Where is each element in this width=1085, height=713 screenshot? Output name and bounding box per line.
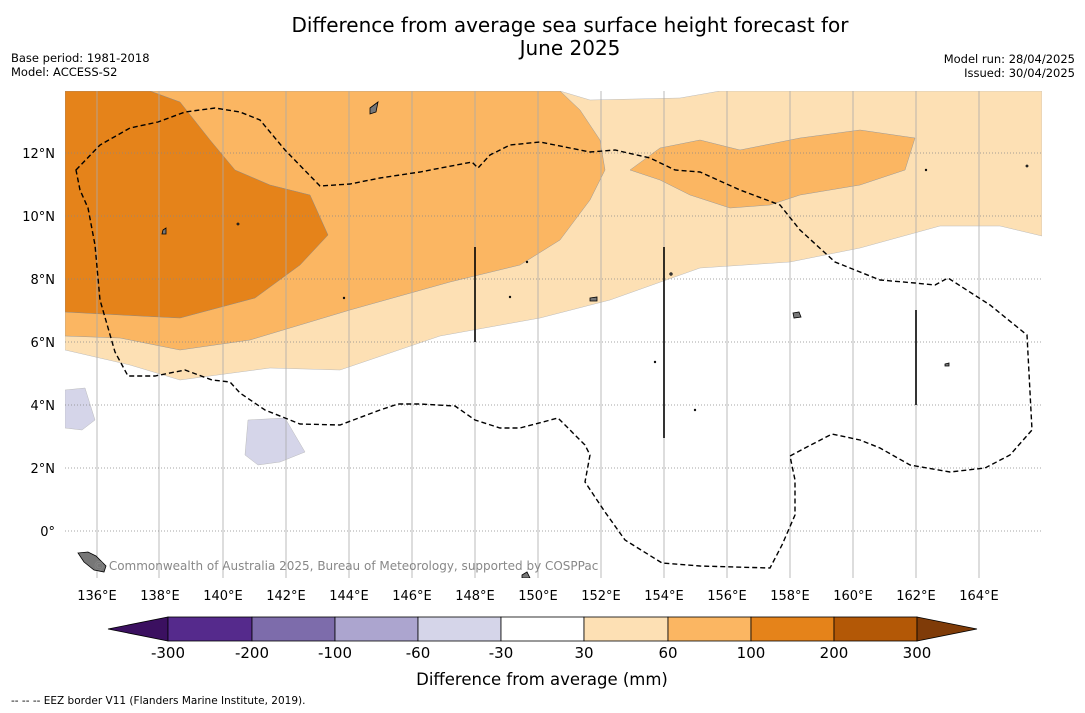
colorbar (107, 616, 978, 642)
latitude-gridlines (65, 152, 1042, 532)
colorbar-segment (667, 616, 752, 642)
lat-tick-label: 6°N (31, 336, 56, 351)
footer-note: -- -- -- EEZ border V11 (Flanders Marine… (11, 695, 306, 707)
colorbar-segment (167, 616, 253, 642)
lon-tick-label: 150°E (518, 589, 558, 604)
copyright-credit: © Commonwealth of Australia 2025, Bureau… (93, 559, 598, 573)
islands (77, 101, 1029, 578)
model-run: Model run: 28/04/2025 (943, 52, 1075, 66)
colorbar-label: -30 (489, 644, 514, 662)
lon-tick-label: 142°E (266, 589, 306, 604)
lat-tick-label: 12°N (22, 147, 55, 162)
colorbar-label: 30 (574, 644, 593, 662)
model-name: Model: ACCESS-S2 (11, 65, 118, 79)
island-small-e (521, 571, 531, 578)
lon-tick-label: 156°E (707, 589, 747, 604)
island-pohnpei (792, 311, 802, 319)
issued-date: Issued: 30/04/2025 (964, 66, 1075, 80)
lat-tick-label: 4°N (31, 399, 56, 414)
title-line-2: June 2025 (519, 36, 621, 60)
colorbar-label: 300 (903, 644, 932, 662)
anomaly-60-100-region-east (629, 129, 916, 209)
anomaly-minus-30-region-a (65, 387, 96, 431)
colorbar-title: Difference from average (mm) (416, 670, 668, 689)
colorbar-label: -100 (318, 644, 352, 662)
lon-tick-label: 154°E (644, 589, 684, 604)
latitude-tick-labels: 12°N 10°N 8°N 6°N 4°N 2°N 0° (22, 147, 55, 540)
island-kosrae (944, 362, 950, 367)
lon-tick-label: 162°E (896, 589, 936, 604)
longitude-tick-labels: 136°E 138°E 140°E 142°E 144°E 146°E 148°… (77, 589, 999, 604)
lat-tick-label: 8°N (31, 273, 56, 288)
lon-tick-label: 136°E (77, 589, 117, 604)
lat-tick-label: 0° (40, 525, 55, 540)
lon-tick-label: 148°E (455, 589, 495, 604)
eez-border (75, 107, 1033, 569)
lon-tick-label: 164°E (959, 589, 999, 604)
colorbar-extend-high (916, 616, 978, 642)
base-period: Base period: 1981-2018 (11, 51, 150, 65)
map-area: © Commonwealth of Australia 2025, Bureau… (65, 91, 1042, 578)
colorbar-label: 200 (820, 644, 849, 662)
lon-tick-label: 160°E (833, 589, 873, 604)
island-new-guinea-coast (77, 551, 107, 573)
colorbar-labels: -300 -200 -100 -60 -30 30 60 100 200 300 (151, 644, 931, 662)
colorbar-label: 60 (658, 644, 677, 662)
colorbar-segment (583, 616, 669, 642)
lon-tick-label: 140°E (203, 589, 243, 604)
lon-tick-label: 152°E (581, 589, 621, 604)
meta-left: Base period: 1981-2018 Model: ACCESS-S2 (11, 51, 150, 79)
colorbar-segment (750, 616, 835, 642)
island-chuuk (589, 296, 598, 302)
colorbar-segment (833, 616, 918, 642)
colorbar-extend-low (107, 616, 169, 642)
lon-tick-label: 144°E (329, 589, 369, 604)
colorbar-segment (500, 616, 585, 642)
colorbar-segment (251, 616, 336, 642)
anomaly-100-200-region (65, 91, 329, 319)
chart-title: Difference from average sea surface heig… (270, 14, 870, 60)
anomaly-minus-30-region-b (244, 417, 306, 466)
lon-tick-label: 146°E (392, 589, 432, 604)
title-line-1: Difference from average sea surface heig… (291, 13, 849, 37)
colorbar-label: -300 (151, 644, 185, 662)
lat-tick-label: 10°N (22, 210, 55, 225)
colorbar-segment (417, 616, 502, 642)
colorbar-label: 100 (737, 644, 766, 662)
island-guam (369, 101, 379, 115)
colorbar-segment (334, 616, 419, 642)
meta-right: Model run: 28/04/2025 Issued: 30/04/2025 (944, 52, 1075, 80)
colorbar-label: -60 (406, 644, 431, 662)
lon-tick-label: 138°E (140, 589, 180, 604)
lon-tick-label: 158°E (770, 589, 810, 604)
island-yap (161, 227, 167, 235)
colorbar-label: -200 (235, 644, 269, 662)
lat-tick-label: 2°N (31, 462, 56, 477)
